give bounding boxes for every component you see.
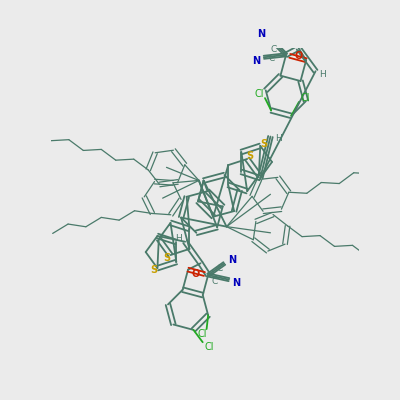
Text: O: O [295,51,303,61]
Text: S: S [247,151,254,161]
Text: N: N [228,255,236,265]
Text: N: N [257,29,265,39]
Text: Cl: Cl [254,89,264,99]
Text: H: H [175,234,182,243]
Text: C: C [270,46,276,54]
Text: N: N [232,278,241,288]
Text: S: S [163,253,170,263]
Text: H: H [275,134,282,142]
Text: C: C [216,264,222,273]
Text: Cl: Cl [197,329,207,339]
Text: Cl: Cl [204,342,214,352]
Text: C: C [268,54,275,62]
Text: O: O [191,269,199,279]
Text: N: N [252,56,260,66]
Text: H: H [319,70,326,79]
Text: C: C [211,277,218,286]
Text: S: S [260,138,268,148]
Text: Cl: Cl [300,93,310,103]
Text: S: S [150,266,157,276]
